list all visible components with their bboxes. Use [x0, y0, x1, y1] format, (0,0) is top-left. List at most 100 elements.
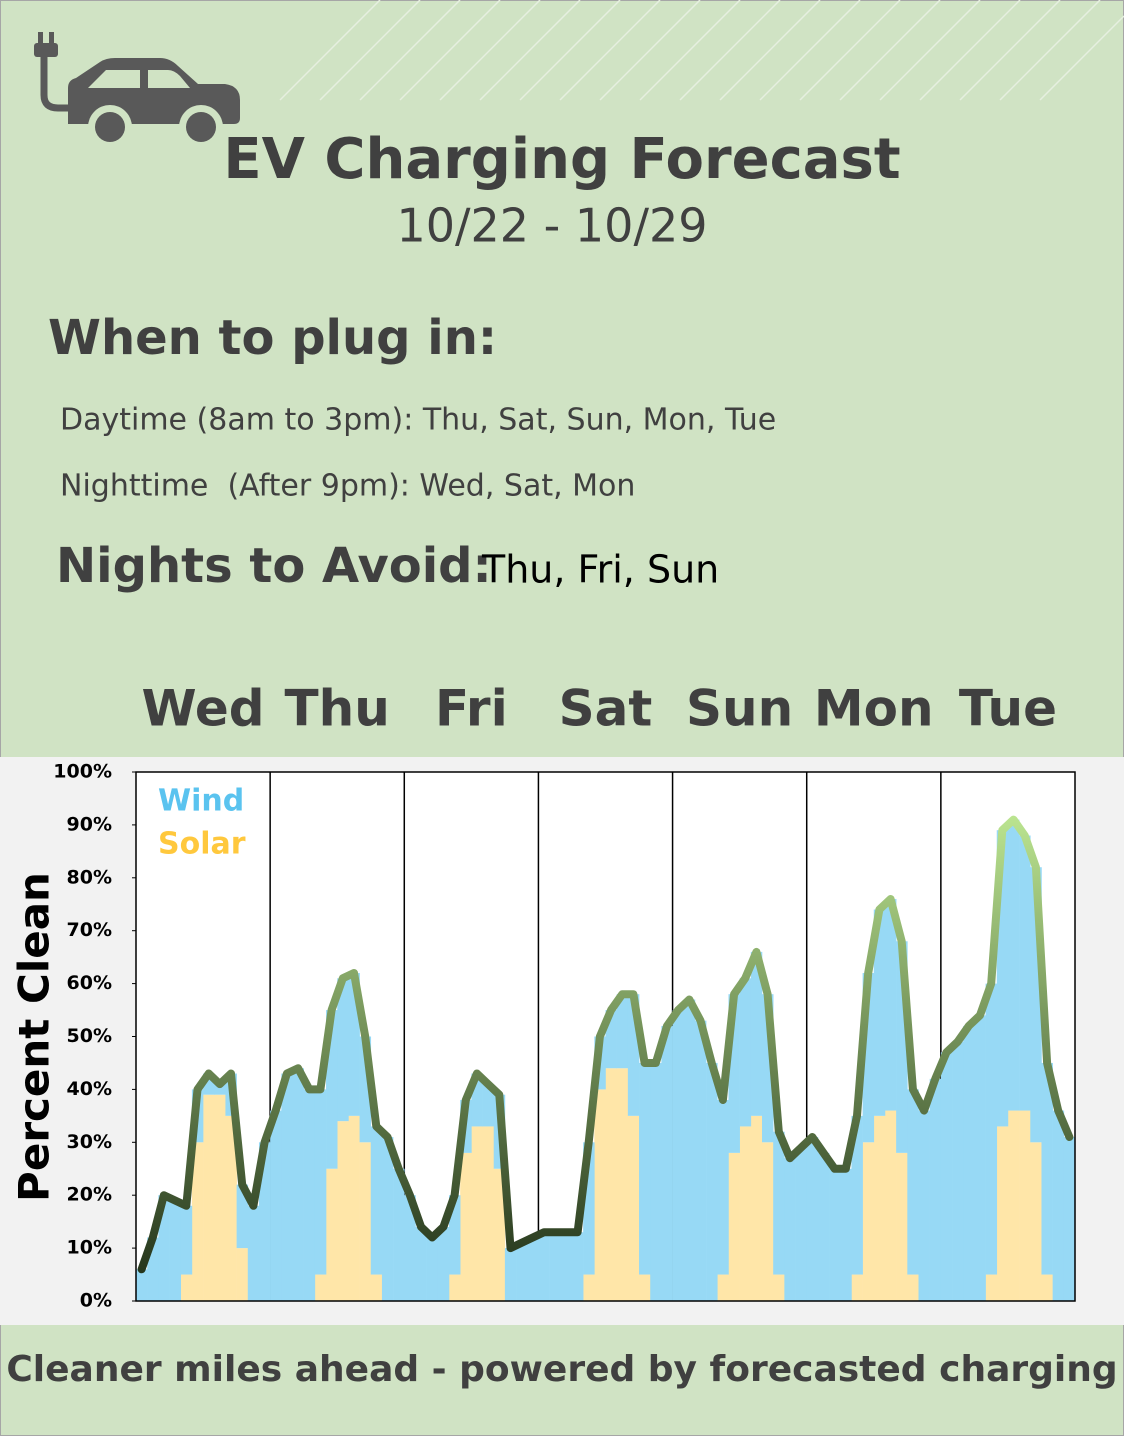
- bar-segment: [426, 1237, 439, 1301]
- bar-segment: [873, 909, 886, 1116]
- bar-segment: [739, 978, 752, 1127]
- plug-in-item: Daytime (8am to 3pm): Thu, Sat, Sun, Mon…: [60, 403, 776, 438]
- bar-segment: [381, 1137, 394, 1301]
- day-label: Sun: [686, 680, 793, 738]
- title: EV Charging Forecast: [223, 127, 900, 192]
- bar-segment: [884, 898, 897, 1111]
- bar-segment: [650, 1062, 662, 1301]
- bar-segment: [527, 1237, 539, 1301]
- bar-segment: [236, 1248, 249, 1301]
- day-label: Thu: [285, 680, 390, 738]
- bar-segment: [348, 1115, 360, 1301]
- bar-segment: [370, 1126, 383, 1275]
- plot-frame: [135, 771, 1076, 1302]
- bar-segment: [851, 1274, 863, 1301]
- y-tick-label: 100%: [53, 761, 112, 783]
- bar-segment: [627, 994, 640, 1116]
- bar-segment: [773, 1274, 785, 1301]
- bar-segment: [538, 1232, 550, 1301]
- bar-segment: [214, 1084, 226, 1095]
- bar-segment: [694, 1020, 707, 1301]
- bar-segment: [292, 1068, 304, 1301]
- plug-in-heading: When to plug in:: [48, 310, 497, 366]
- bar-segment: [683, 999, 696, 1301]
- bar-segment: [639, 1274, 651, 1301]
- bar-segment: [236, 1184, 249, 1249]
- bar-segment: [884, 1110, 897, 1301]
- bar-segment: [840, 1168, 852, 1301]
- bar-segment: [907, 1274, 919, 1301]
- bar-segment: [1063, 1137, 1076, 1301]
- bar-segment: [985, 983, 998, 1275]
- bar-segment: [605, 1010, 617, 1069]
- bar-segment: [605, 1068, 617, 1301]
- bar-segment: [180, 1274, 193, 1301]
- bar-segment: [784, 1158, 796, 1301]
- bar-segment: [482, 1084, 495, 1127]
- bar-segment: [1030, 1142, 1042, 1301]
- bar-segment: [918, 1110, 930, 1301]
- footer: Cleaner miles ahead - powered by forecas…: [6, 1349, 1117, 1390]
- bar-segment: [817, 1152, 830, 1301]
- bar-segment: [158, 1195, 170, 1301]
- bar-segment: [996, 830, 1009, 1127]
- bar-segment: [996, 1126, 1009, 1301]
- bar-segment: [516, 1242, 528, 1301]
- bar-segment: [136, 1269, 148, 1301]
- bar-segment: [940, 1052, 953, 1301]
- bar-segment: [337, 978, 349, 1122]
- bar-segment: [639, 1062, 651, 1275]
- bar-segment: [482, 1126, 495, 1301]
- bar-segment: [851, 1115, 863, 1275]
- bar-segment: [180, 1205, 193, 1275]
- bar-segment: [504, 1248, 517, 1301]
- bar-segment: [728, 1152, 740, 1301]
- ev-icon: [34, 32, 240, 149]
- day-label: Tue: [959, 680, 1057, 738]
- bar-segment: [549, 1232, 562, 1301]
- bar-segment: [258, 1142, 271, 1301]
- bar-segment: [214, 1094, 226, 1301]
- bar-segment: [348, 973, 360, 1116]
- plug-in-item: Nighttime (After 9pm): Wed, Sat, Mon: [60, 469, 635, 504]
- bar-segment: [203, 1073, 215, 1095]
- bar-segment: [762, 1142, 774, 1301]
- bar-segment: [147, 1237, 159, 1301]
- bar-segment: [963, 1025, 975, 1301]
- bar-segment: [862, 973, 875, 1143]
- day-label: Wed: [142, 680, 265, 738]
- bar-segment: [337, 1121, 349, 1301]
- legend-entry: Solar: [158, 827, 246, 862]
- day-label: Fri: [435, 680, 508, 738]
- bar-segment: [169, 1200, 182, 1301]
- bar-segment: [985, 1274, 998, 1301]
- bar-segment: [627, 1115, 640, 1301]
- bar-segment: [449, 1195, 461, 1275]
- bar-segment: [303, 1089, 316, 1301]
- bar-segment: [471, 1073, 483, 1127]
- chart: 0% 10% 20% 30% 40% 50% 60% 70% 80% 90% 100% Wind Sol…: [53, 761, 1076, 1312]
- bar-segment: [672, 1010, 685, 1301]
- bar-segment: [571, 1232, 584, 1301]
- bar-segment: [314, 1089, 327, 1275]
- day-label: Sat: [559, 680, 653, 738]
- y-tick-label: 60%: [67, 972, 112, 994]
- y-axis-title: Percent Clean: [10, 872, 59, 1202]
- bar-segment: [471, 1126, 483, 1301]
- bar-segment: [896, 941, 908, 1153]
- bar-segment: [717, 1099, 729, 1275]
- bar-segment: [1007, 1110, 1020, 1301]
- bar-segment: [247, 1205, 260, 1301]
- y-tick-label: 10%: [67, 1237, 112, 1259]
- bar-segment: [326, 1010, 338, 1169]
- bar-segment: [370, 1274, 383, 1301]
- bar-segment: [393, 1168, 405, 1301]
- bar-segment: [873, 1115, 886, 1301]
- day-label: Mon: [814, 680, 934, 738]
- bar-segment: [795, 1147, 808, 1301]
- legend-entry: Wind: [158, 784, 244, 819]
- bar-segment: [191, 1142, 204, 1301]
- bar-segment: [616, 1068, 629, 1301]
- bar-segment: [717, 1274, 729, 1301]
